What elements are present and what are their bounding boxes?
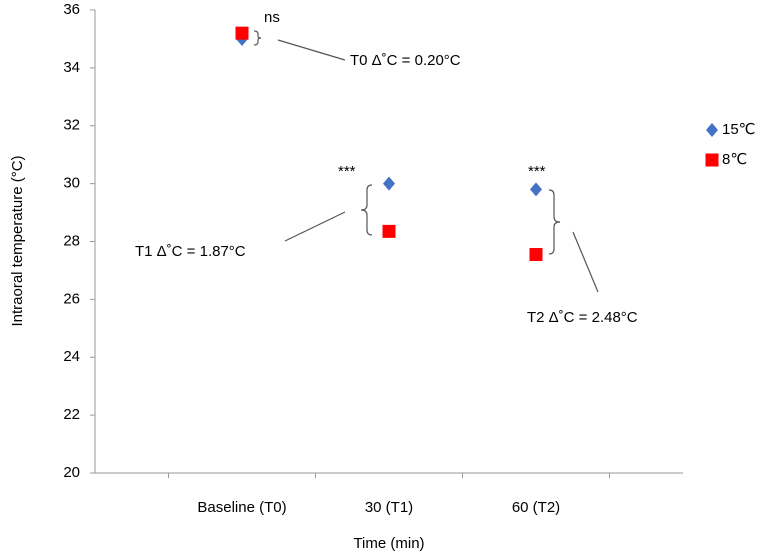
x-tick-label: Baseline (T0): [197, 499, 286, 516]
point: [235, 26, 249, 40]
x-tick-label: 60 (T2): [512, 499, 560, 516]
legend-label: 8℃: [722, 151, 747, 168]
annotation: T2 Δ˚C = 2.48°C: [527, 309, 638, 326]
y-tick-label: 24: [63, 348, 80, 365]
annotation: T1 Δ˚C = 1.87°C: [135, 243, 246, 260]
y-tick-label: 26: [63, 290, 80, 307]
leader-line: [572, 231, 599, 293]
legend-marker: [706, 123, 718, 137]
point: [383, 176, 395, 191]
y-tick-label: 20: [63, 464, 80, 481]
y-tick-label: 22: [63, 406, 80, 423]
point: [529, 248, 543, 262]
annotation: ***: [528, 163, 546, 180]
x-tick-label: 30 (T1): [365, 499, 413, 516]
bracket: [253, 30, 262, 46]
leader-line: [277, 39, 346, 61]
bracket: [360, 184, 373, 236]
y-axis-label: Intraoral temperature (°C): [9, 155, 26, 326]
y-tick-label: 32: [63, 117, 80, 134]
y-tick-label: 34: [63, 59, 80, 76]
bracket: [548, 189, 561, 255]
annotation: T0 Δ˚C = 0.20°C: [350, 52, 461, 69]
annotation: ***: [338, 163, 356, 180]
point: [382, 224, 396, 238]
x-axis-label: Time (min): [353, 535, 424, 552]
y-tick-label: 36: [63, 1, 80, 18]
point: [530, 182, 542, 197]
y-tick-label: 28: [63, 232, 80, 249]
legend-label: 15℃: [722, 121, 756, 138]
legend-marker: [705, 153, 719, 167]
annotation: ns: [264, 9, 280, 26]
y-tick-label: 30: [63, 175, 80, 192]
leader-line: [284, 211, 346, 242]
